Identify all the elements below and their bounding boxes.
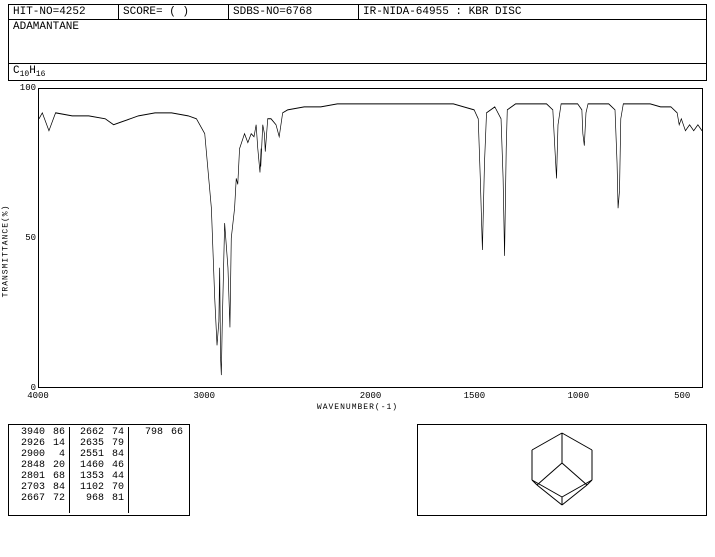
x-tick: 500 [674,391,690,401]
peak-wavenumber: 2667 [13,493,47,504]
peak-intensity: 46 [106,460,126,471]
peak-intensity: 84 [106,449,126,460]
peak-row: 292614 [13,438,67,449]
peak-row: 255184 [72,449,126,460]
peak-wavenumber: 2801 [13,471,47,482]
peak-intensity: 66 [165,427,185,438]
peak-wavenumber: 3940 [13,427,47,438]
x-axis-label: WAVENUMBER(-1) [317,403,398,412]
peak-wavenumber: 2926 [13,438,47,449]
y-tick: 50 [25,233,36,243]
peak-intensity: 84 [47,482,67,493]
peak-intensity: 14 [47,438,67,449]
peak-intensity: 68 [47,471,67,482]
peak-intensity: 74 [106,427,126,438]
y-axis-label: TRANSMITTANCE(%) [2,204,11,297]
sdbs-no: SDBS-NO=6768 [229,5,359,19]
peak-wavenumber: 1353 [72,471,106,482]
peak-row: 266772 [13,493,67,504]
peak-row: 29004 [13,449,67,460]
peak-wavenumber: 798 [131,427,165,438]
peak-intensity: 81 [106,493,126,504]
molecular-formula: C10H16 [8,64,707,81]
peak-wavenumber: 1460 [72,460,106,471]
peak-wavenumber: 2900 [13,449,47,460]
x-tick: 3000 [193,391,215,401]
hit-no: HIT-NO=4252 [9,5,119,19]
bottom-panel: 3940862926142900428482028016827038426677… [8,424,707,516]
peak-table: 3940862926142900428482028016827038426677… [8,424,190,516]
x-tick: 4000 [27,391,49,401]
peak-intensity: 70 [106,482,126,493]
peak-wavenumber: 2551 [72,449,106,460]
peak-row: 266274 [72,427,126,438]
x-tick: 2000 [360,391,382,401]
peak-row: 96881 [72,493,126,504]
peak-row: 79866 [131,427,185,438]
ir-method: IR-NIDA-64955 : KBR DISC [359,5,706,19]
peak-row: 135344 [72,471,126,482]
peak-row: 284820 [13,460,67,471]
peak-intensity: 20 [47,460,67,471]
compound-name: ADAMANTANE [8,20,707,64]
peak-row: 280168 [13,471,67,482]
adamantane-structure [507,425,617,515]
header-bar: HIT-NO=4252 SCORE= ( ) SDBS-NO=6768 IR-N… [8,4,707,20]
peak-row: 270384 [13,482,67,493]
score: SCORE= ( ) [119,5,229,19]
peak-wavenumber: 2703 [13,482,47,493]
peak-wavenumber: 2635 [72,438,106,449]
x-tick: 1000 [568,391,590,401]
x-tick: 1500 [464,391,486,401]
peak-intensity: 44 [106,471,126,482]
ir-spectrum-chart: TRANSMITTANCE(%) 050100 4000300020001500… [8,83,707,418]
peak-wavenumber: 968 [72,493,106,504]
peak-wavenumber: 2662 [72,427,106,438]
peak-intensity: 72 [47,493,67,504]
peak-row: 263579 [72,438,126,449]
peak-column: 2662742635792551841460461353441102709688… [70,427,129,513]
plot-area [38,88,703,388]
peak-intensity: 4 [47,449,67,460]
peak-row: 110270 [72,482,126,493]
peak-column: 79866 [129,427,187,513]
peak-intensity: 79 [106,438,126,449]
y-tick: 100 [20,83,36,93]
peak-row: 146046 [72,460,126,471]
spectrum-line [39,89,702,387]
peak-wavenumber: 2848 [13,460,47,471]
peak-column: 3940862926142900428482028016827038426677… [11,427,70,513]
peak-intensity: 86 [47,427,67,438]
structure-diagram [417,424,707,516]
peak-row: 394086 [13,427,67,438]
y-axis-ticks: 050100 [16,83,36,393]
peak-wavenumber: 1102 [72,482,106,493]
